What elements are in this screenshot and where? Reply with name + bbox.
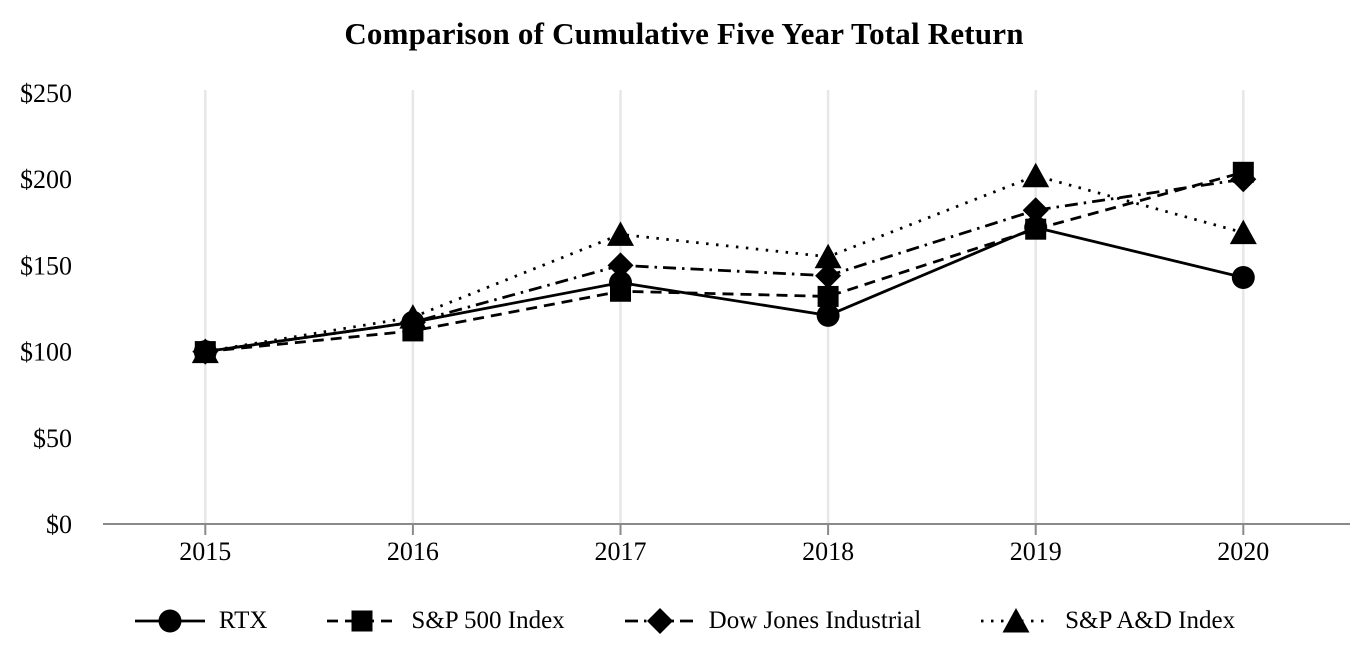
chart-plot: $0 $50 $100 $150 $200 $250 2015 2016 2017 2018 201… [20,79,1350,566]
s-p-500-index-legend-swatch-icon [327,610,398,632]
x-tick-label: 2019 [1010,537,1062,566]
y-tick-label: $200 [20,165,72,194]
y-tick-label: $150 [20,251,72,280]
legend-item-s-p-500-index: S&P 500 Index [325,605,565,637]
series-line-s-p-500-index [205,170,1244,353]
chart-legend: RTX S&P 500 Index Dow Jones Industrial S&P … [0,598,1368,644]
dow-jones-industrial-marker [815,262,842,289]
series-line-s-p-a-d-index [205,174,1244,353]
rtx-marker [1231,265,1255,289]
dow-jones-industrial-marker [607,252,634,279]
s-p-500-index-marker [402,320,424,342]
s-p-a-d-index-marker [814,243,842,269]
legend-item-rtx: RTX [133,605,268,637]
rtx-marker [816,303,840,327]
y-tick-label: $250 [20,79,72,108]
x-tick-label: 2017 [595,537,647,566]
dow-jones-industrial-marker [1022,197,1049,224]
s-p-500-index-marker [1232,161,1254,183]
s-p-500-index-marker [194,341,216,363]
y-tick-label: $0 [46,510,72,539]
y-tick-label: $50 [33,424,72,453]
legend-triangle-icon [1002,608,1030,633]
x-tick-label: 2016 [387,537,439,566]
legend-label: RTX [218,607,268,634]
x-tick-label: 2020 [1217,537,1269,566]
y-tick-label: $100 [20,338,72,367]
x-tick-label: 2018 [802,537,854,566]
legend-square-icon [351,610,373,632]
legend-label: S&P 500 Index [411,607,565,634]
s-p-500-index-marker [610,280,631,302]
legend-label: S&P A&D Index [1065,607,1236,634]
series-line-dow-jones-industrial [205,177,1244,353]
s-p-500-index-marker [817,285,839,307]
s-p-a-d-index-marker [1022,162,1050,188]
chart-title: Comparison of Cumulative Five Year Total… [344,16,1024,51]
dow-jones-industrial-legend-swatch-icon [624,608,695,634]
series-line-rtx [205,226,1244,353]
s-p-a-d-index-marker [1229,219,1257,245]
s-p-500-index-marker [1025,218,1047,240]
legend-item-dow-jones-industrial: Dow Jones Industrial [623,605,921,637]
legend-label: Dow Jones Industrial [708,607,922,634]
legend-item-s-p-a-d-index: S&P A&D Index [979,605,1235,637]
rtx-legend-swatch-icon [134,609,205,633]
s-p-a-d-index-marker [607,221,634,246]
legend-circle-icon [158,609,182,633]
s-p-a-d-index-legend-swatch-icon [981,608,1052,633]
legend-diamond-icon [646,608,673,634]
x-tick-label: 2015 [179,537,231,566]
